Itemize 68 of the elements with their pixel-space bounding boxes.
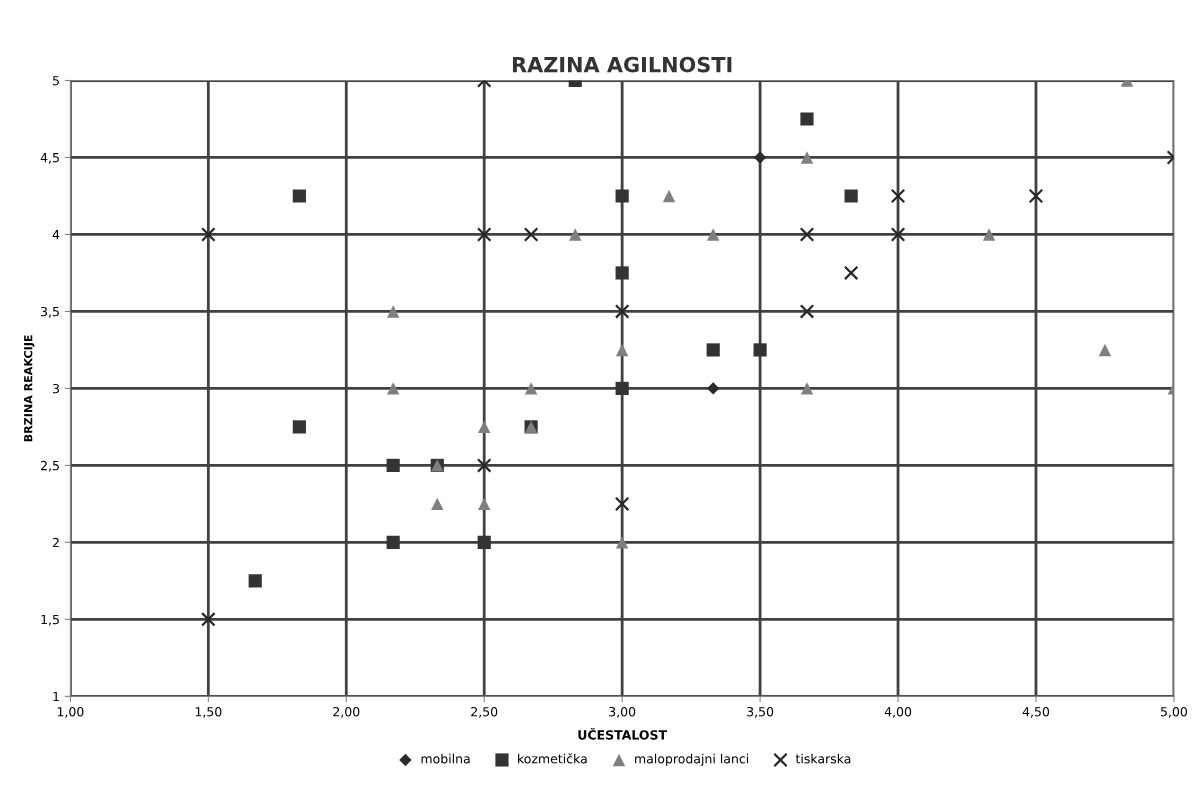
point [890, 227, 906, 242]
y-tick-label: 1 [53, 691, 59, 702]
point [615, 266, 629, 280]
x-axis-title: UČESTALOST [578, 727, 667, 740]
point [569, 228, 582, 241]
x-tick-label: 2,00 [333, 706, 360, 718]
point [706, 228, 720, 241]
x-tick-label: 3,00 [609, 706, 636, 718]
point [431, 497, 444, 511]
point [753, 151, 767, 164]
point [614, 304, 630, 319]
point [662, 189, 676, 203]
legend-label: tiskarska [795, 753, 851, 764]
point [800, 151, 814, 164]
x-tick-label: 5,00 [1160, 706, 1187, 718]
point [476, 227, 492, 242]
point [478, 420, 491, 434]
point [753, 343, 767, 357]
point [799, 304, 815, 319]
x-tick-label: 2,50 [471, 706, 498, 718]
point [476, 458, 492, 473]
point [615, 536, 629, 549]
y-tick-label: 1,5 [41, 614, 59, 626]
legend-label: kozmetička [518, 753, 587, 764]
point [292, 189, 306, 203]
point [800, 112, 814, 126]
legend-label: mobilna [421, 753, 470, 764]
point [615, 189, 629, 203]
x-tick-label: 4,00 [884, 706, 912, 718]
chart-title: RAZINA AGILNOSTI [512, 56, 732, 73]
point [292, 420, 306, 434]
x-tick-label: 1,00 [57, 706, 84, 718]
y-axis-title: BRZINA REAKCIJE [23, 335, 35, 442]
point [982, 228, 996, 241]
point [386, 458, 400, 472]
point [844, 189, 858, 203]
point [799, 227, 815, 242]
point [615, 381, 629, 395]
y-tick-label: 4,5 [40, 153, 59, 164]
y-tick-label: 3 [52, 383, 59, 394]
point [478, 497, 491, 511]
y-tick-label: 2,5 [41, 460, 59, 472]
point [386, 305, 400, 318]
legend-label: maloprodajni lanci [635, 753, 749, 766]
point [706, 382, 720, 395]
point [843, 265, 859, 281]
x-tick-label: 4,50 [1022, 706, 1050, 718]
point [800, 382, 814, 395]
point [1098, 343, 1112, 357]
x-tick-label: 1,50 [195, 706, 222, 718]
point [386, 535, 400, 549]
point [614, 496, 630, 512]
y-tick-label: 5 [52, 76, 59, 86]
point [523, 227, 539, 242]
point [477, 535, 491, 549]
point [615, 343, 629, 357]
point [890, 188, 906, 204]
y-tick-label: 3,5 [41, 306, 59, 318]
point [706, 343, 720, 357]
point [201, 612, 216, 627]
point [1028, 188, 1044, 204]
y-tick-label: 2 [52, 537, 59, 548]
point [524, 382, 538, 395]
point [248, 574, 262, 588]
x-tick-label: 3,50 [747, 706, 774, 718]
point [386, 382, 400, 395]
y-tick-label: 4 [52, 230, 60, 240]
point [201, 227, 216, 242]
